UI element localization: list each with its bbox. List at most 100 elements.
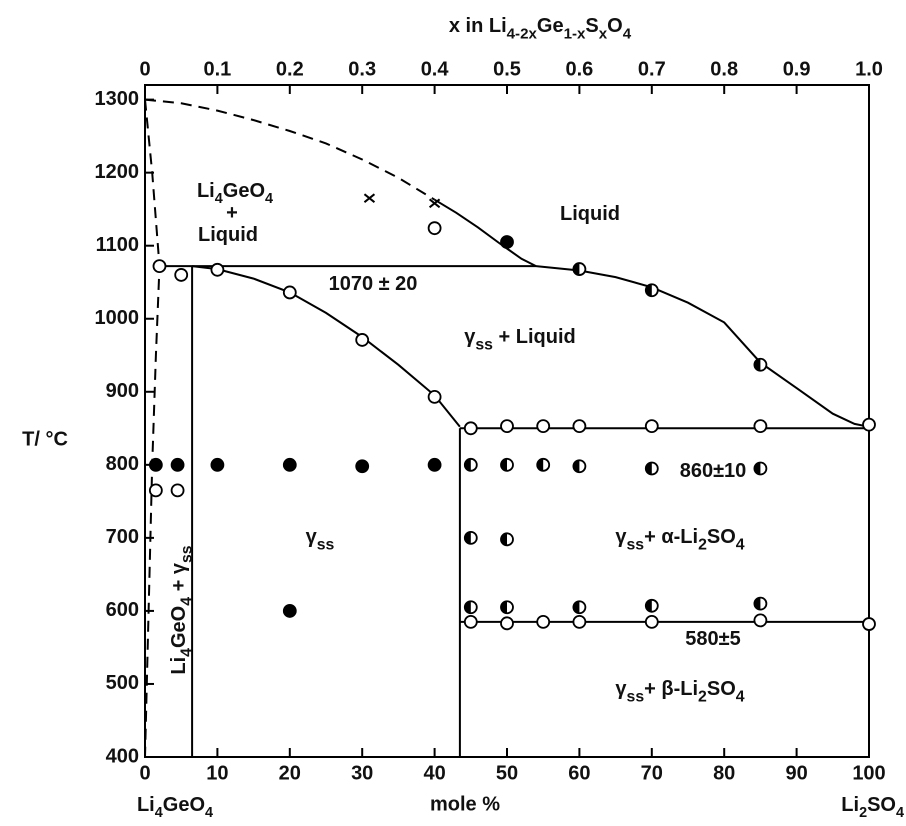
point-circle: [753, 613, 768, 628]
text-piece: Li: [137, 794, 155, 816]
text-piece: Liquid: [560, 203, 620, 225]
phase-boundary: [144, 99, 161, 758]
text-piece: γ: [306, 526, 318, 548]
text-piece: 4: [265, 191, 273, 207]
x2-tick-label: 0.8: [710, 58, 738, 80]
point-half: [501, 458, 507, 471]
data-point: [428, 198, 441, 209]
data-point: [644, 461, 659, 476]
y-axis-label: T/ °C: [22, 428, 68, 450]
region-label: 860±10: [680, 460, 747, 482]
y-tick-label: 400: [106, 745, 139, 767]
text-piece: 4: [623, 25, 632, 42]
data-point: [427, 389, 442, 404]
point-half: [573, 460, 580, 473]
cross-stroke: [428, 198, 441, 209]
text-piece: Li: [841, 794, 859, 816]
text-piece: GeO: [163, 794, 205, 816]
y-tick-label: 600: [106, 599, 139, 621]
point-circle: [427, 221, 442, 236]
region-label: Li4GeO4: [197, 180, 273, 207]
text-piece: ss: [475, 337, 493, 354]
point-half: [754, 462, 761, 475]
y-tick-label: 1000: [95, 307, 140, 329]
data-point: [500, 616, 514, 631]
point-circle: [862, 417, 876, 432]
region-label: γss + Liquid: [464, 326, 576, 354]
point-circle: [753, 419, 768, 434]
data-point: [463, 457, 478, 472]
region-label: 1070 ± 20: [329, 273, 418, 295]
data-point: [862, 617, 876, 631]
data-point: [500, 600, 514, 615]
x2-tick-label: 0.9: [783, 58, 811, 80]
data-point: [282, 285, 297, 300]
x2-tick-label: 0.4: [421, 58, 450, 80]
text-piece: 4: [179, 597, 196, 606]
data-point: [500, 457, 514, 472]
data-point: [753, 419, 768, 434]
y-tick-label: 700: [106, 526, 139, 548]
text-piece: ss: [627, 537, 645, 554]
point-circle: [148, 457, 163, 472]
data-point: [572, 614, 587, 629]
point-half: [501, 533, 507, 546]
data-point: [753, 596, 768, 611]
text-piece: GeO: [223, 180, 265, 202]
x2-tick-label: 0.5: [493, 58, 521, 80]
point-circle: [427, 457, 442, 472]
data-point: [536, 614, 551, 629]
x-tick-label: 10: [206, 762, 228, 784]
data-point: [862, 417, 876, 432]
point-circle: [500, 419, 514, 434]
point-circle: [174, 268, 189, 282]
data-point: [210, 262, 225, 277]
text-piece: S: [585, 15, 598, 37]
point-circle: [355, 459, 370, 474]
point-circle: [536, 419, 551, 434]
point-half: [464, 601, 471, 614]
x2-tick-label: 0.2: [276, 58, 304, 80]
text-piece: SO: [867, 794, 896, 816]
x-tick-label: 90: [785, 762, 807, 784]
data-point: [463, 530, 478, 545]
point-half: [754, 597, 761, 610]
text-piece: ss: [627, 689, 645, 706]
text-piece: ss: [317, 537, 335, 554]
data-point: [463, 600, 478, 615]
x2-tick-label: 0.7: [638, 58, 666, 80]
point-circle: [148, 483, 163, 498]
point-circle: [500, 616, 514, 631]
point-circle: [463, 421, 478, 436]
x-tick-label: 30: [351, 762, 373, 784]
text-piece: 1-x: [564, 25, 586, 42]
point-half: [645, 284, 652, 297]
data-point: [500, 532, 514, 547]
text-piece: 4: [215, 191, 223, 207]
point-half: [573, 601, 580, 614]
point-circle: [210, 457, 225, 472]
data-point: [572, 600, 587, 615]
x-axis-label: mole %: [430, 793, 500, 815]
text-piece: Li: [168, 657, 190, 675]
x-tick-label: 70: [641, 762, 663, 784]
point-circle: [282, 285, 297, 300]
text-piece: Liquid: [198, 224, 258, 246]
text-piece: SO: [707, 526, 736, 548]
text-piece: + Liquid: [493, 326, 576, 348]
y-tick-label: 1100: [96, 234, 139, 256]
data-point: [463, 614, 478, 629]
x-tick-label: 60: [568, 762, 590, 784]
y-tick-label: 800: [106, 453, 139, 475]
data-point: [536, 419, 551, 434]
text-piece: 2: [698, 689, 707, 706]
text-piece: + γ: [168, 562, 190, 597]
x-tick-label: 80: [713, 762, 735, 784]
data-point: [500, 419, 514, 434]
point-half: [754, 358, 761, 371]
region-label: γss+ α-Li2SO4: [615, 526, 744, 554]
point-circle: [500, 235, 514, 249]
x-tick-label: 0: [139, 762, 150, 784]
point-half: [645, 462, 652, 475]
point-circle: [536, 614, 551, 629]
